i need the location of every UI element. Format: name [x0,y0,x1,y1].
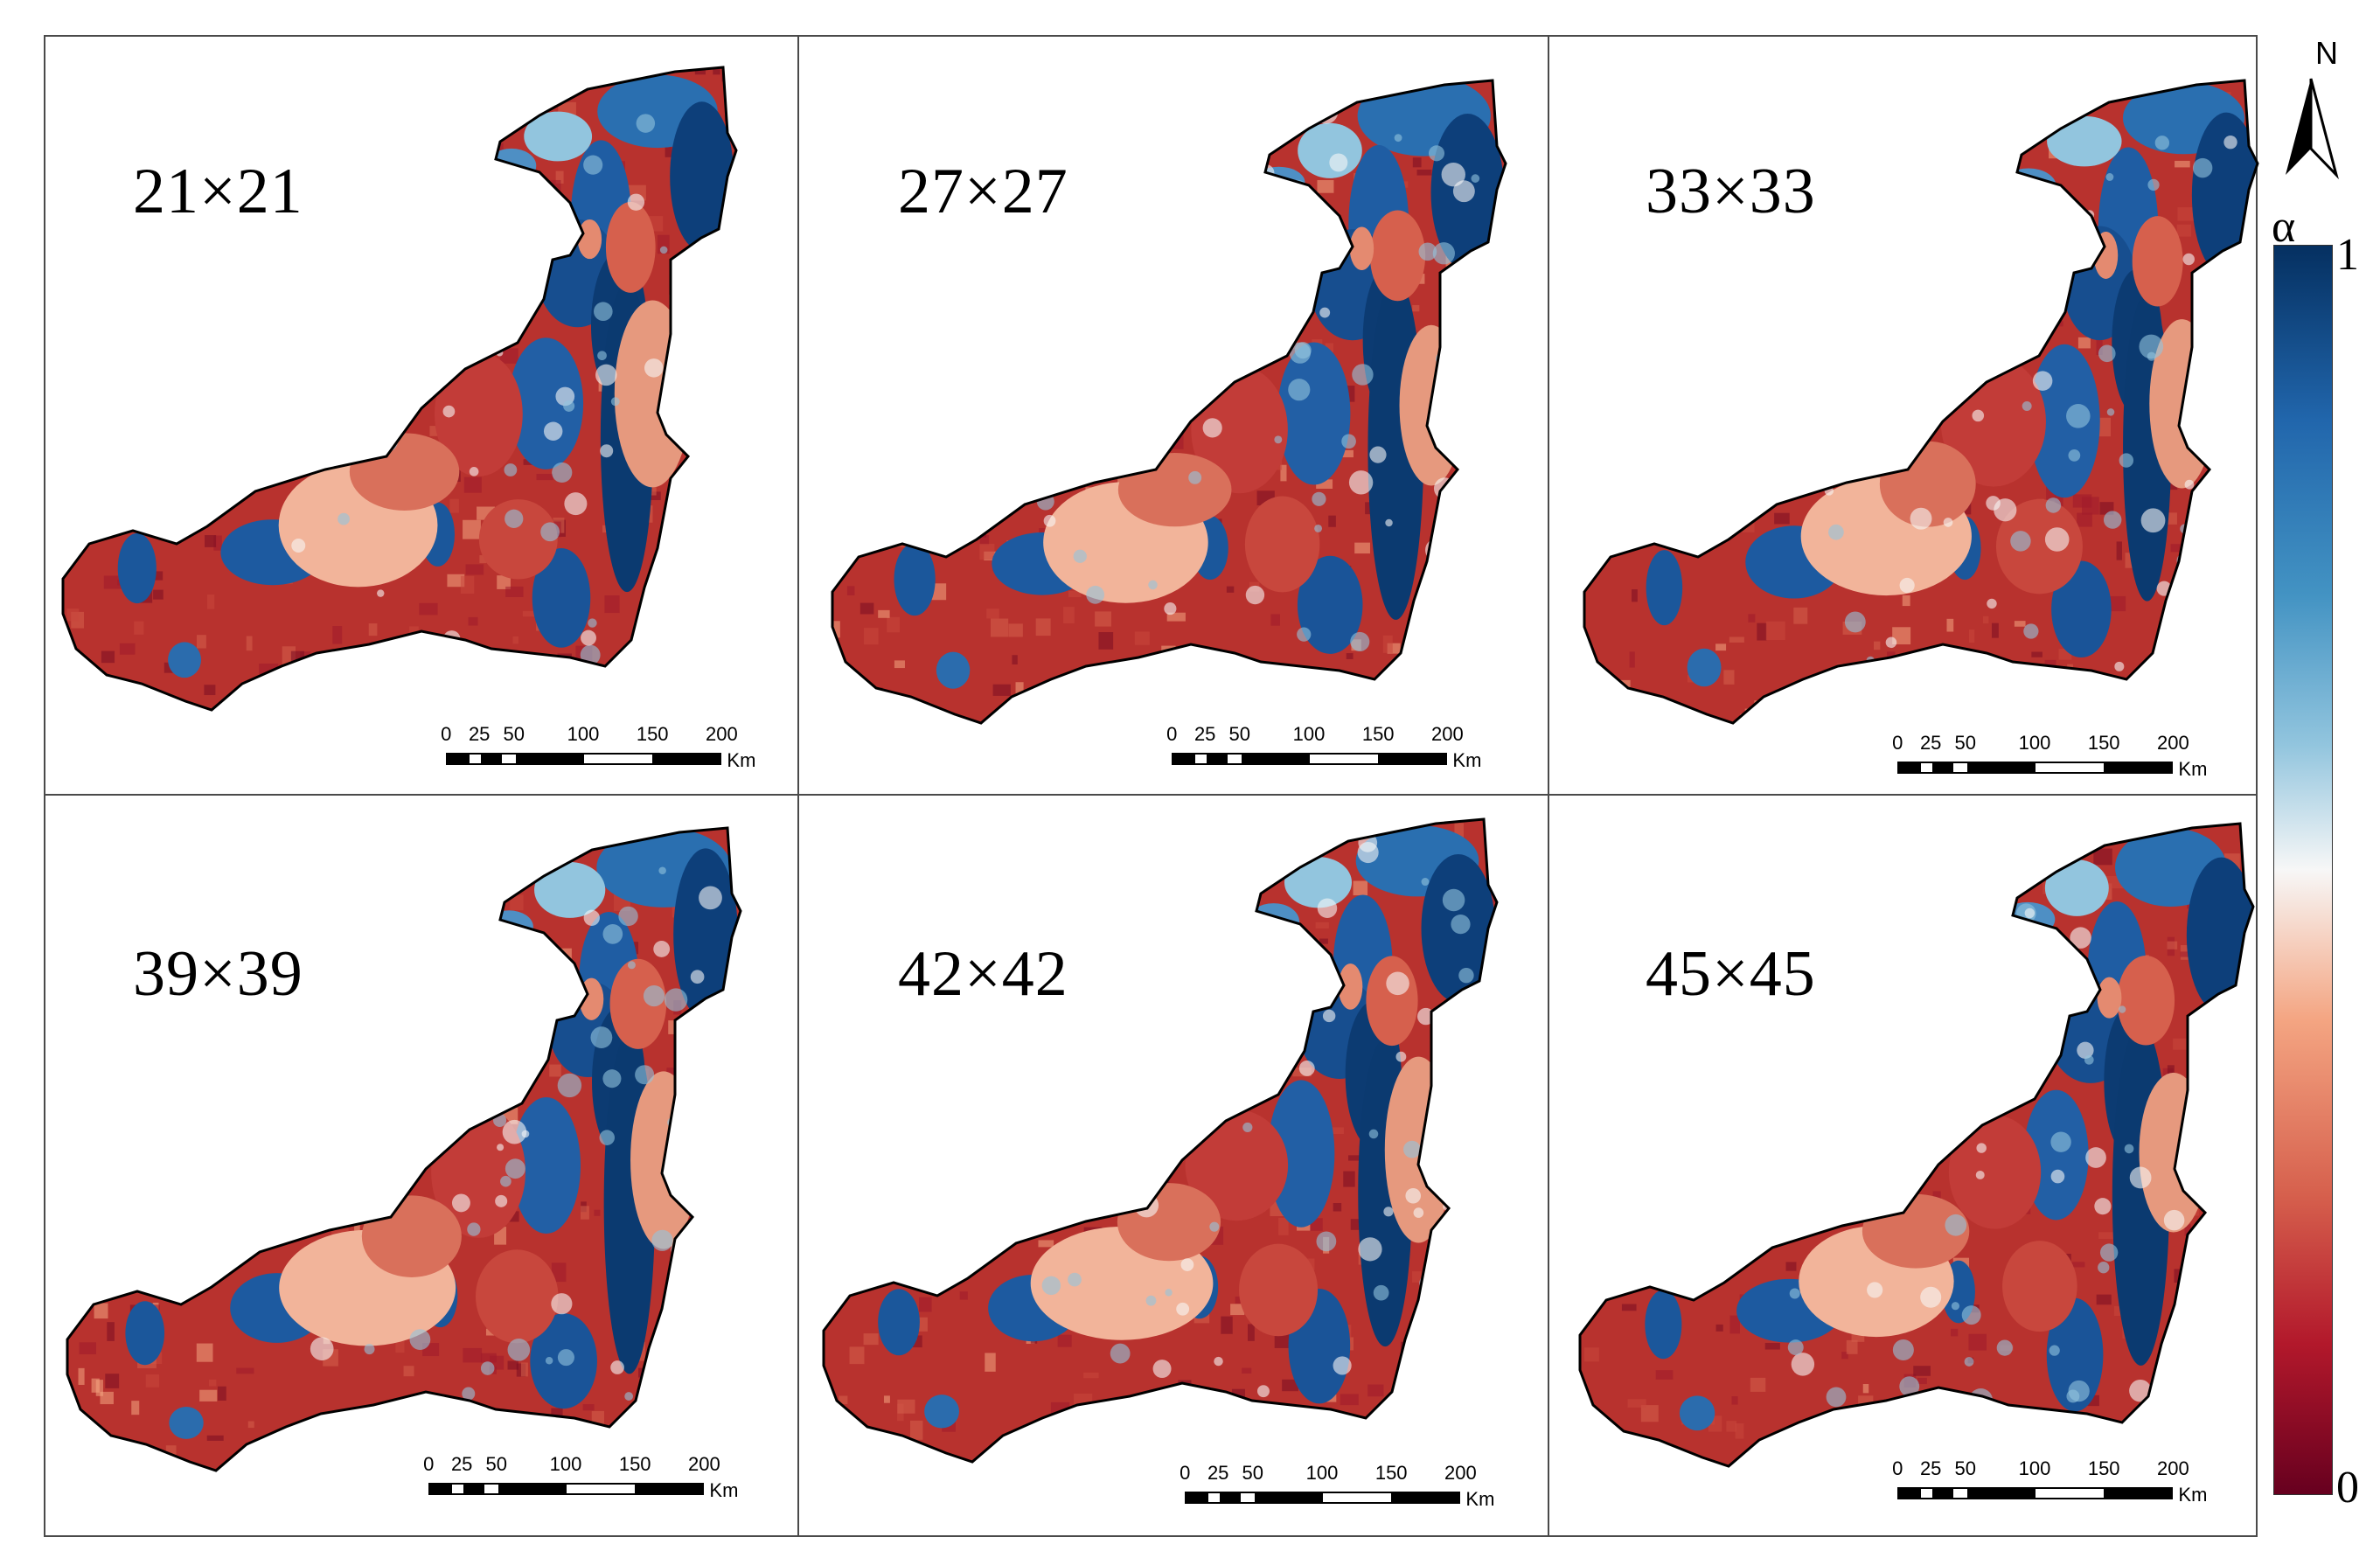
scale-bar-tick-label: 150 [2087,1457,2120,1479]
scale-bar-tick-label: 100 [1305,1462,1339,1484]
scale-bar-tick-label: 100 [2018,732,2051,754]
north-arrow: N [2280,35,2342,192]
alpha-map [1578,822,2255,1468]
scale-bar-tick-label: 50 [1228,723,1251,745]
scale-bar-tick-label: 50 [1954,732,1977,754]
scale-bar-graphic [1185,1492,1461,1504]
scale-bar-graphic [1172,753,1448,765]
scale-bar-tick-label: 150 [636,723,669,745]
north-arrow-icon [2286,78,2339,180]
map-panel: 42×42 0 25 50 100 150 200 Km [797,794,1551,1537]
colorbar [2273,245,2333,1495]
scale-bar: 0 25 50 100 150 200 Km [430,723,762,784]
scale-bar-tick-label: 50 [1242,1462,1264,1484]
scale-bar: 0 25 50 100 150 200 Km [1882,732,2214,793]
scale-bar-unit: Km [1465,1488,1495,1510]
panel-label: 45×45 [1646,938,1816,1010]
scale-bar-tick-label: 0 [1166,723,1178,745]
map-panel: 27×27 0 25 50 100 150 200 Km [797,35,1551,796]
map-panel: 45×45 0 25 50 100 150 200 Km [1548,794,2258,1537]
panel-label: 21×21 [133,156,303,227]
scale-bar-tick-label: 200 [2157,732,2189,754]
scale-bar-tick-label: 0 [1892,1457,1903,1479]
scale-bar: 0 25 50 100 150 200 Km [413,1453,745,1514]
colorbar-min-label: 0 [2336,1463,2359,1513]
panel-label: 42×42 [898,938,1068,1010]
map-panel: 39×39 0 25 50 100 150 200 Km [44,794,800,1537]
scale-bar-tick-label: 200 [1431,723,1464,745]
scale-bar-unit: Km [2178,1484,2208,1506]
alpha-map [61,66,738,712]
scale-bar-tick-label: 150 [618,1453,651,1475]
scale-bar-tick-label: 150 [1374,1462,1408,1484]
alpha-map [822,817,1499,1464]
map-panel: 33×33 0 25 50 100 150 200 Km [1548,35,2259,796]
scale-bar-unit: Km [2178,758,2208,780]
scale-bar-tick-label: 25 [1207,1462,1229,1484]
alpha-map [831,79,1507,725]
scale-bar-tick-label: 0 [1180,1462,1191,1484]
panel-label: 33×33 [1646,156,1816,227]
scale-bar-graphic [1897,762,2174,774]
scale-bar: 0 25 50 100 150 200 Km [1882,1457,2214,1519]
scale-bar-tick-label: 50 [1954,1457,1977,1479]
scale-bar-tick-label: 50 [503,723,525,745]
scale-bar-graphic [1897,1487,2174,1499]
scale-bar-tick-label: 25 [468,723,491,745]
scale-bar: 0 25 50 100 150 200 Km [1169,1462,1501,1523]
scale-bar-tick-label: 0 [441,723,452,745]
north-arrow-label: N [2315,35,2338,71]
scale-bar-unit: Km [709,1479,739,1501]
scale-bar-tick-label: 100 [549,1453,582,1475]
map-panel: 21×21 0 25 50 100 150 200 Km [44,35,800,796]
scale-bar-tick-label: 200 [706,723,738,745]
scale-bar-tick-label: 25 [1193,723,1216,745]
scale-bar-tick-label: 100 [567,723,600,745]
scale-bar-tick-label: 200 [2157,1457,2189,1479]
scale-bar-tick-label: 150 [1361,723,1395,745]
colorbar-title: α [2272,202,2296,252]
alpha-map [1583,79,2259,725]
scale-bar-graphic [446,753,722,765]
scale-bar-tick-label: 25 [450,1453,473,1475]
scale-bar-unit: Km [727,749,756,771]
scale-bar-tick-label: 200 [688,1453,720,1475]
scale-bar-tick-label: 0 [1892,732,1903,754]
alpha-map [66,826,742,1472]
panel-label: 27×27 [898,156,1068,227]
panel-label: 39×39 [133,938,303,1010]
scale-bar-graphic [428,1483,705,1495]
scale-bar-tick-label: 200 [1444,1462,1477,1484]
scale-bar: 0 25 50 100 150 200 Km [1156,723,1488,784]
scale-bar-unit: Km [1452,749,1482,771]
colorbar-max-label: 1 [2336,230,2359,280]
scale-bar-tick-label: 150 [2087,732,2120,754]
scale-bar-tick-label: 25 [1919,1457,1942,1479]
scale-bar-tick-label: 0 [423,1453,435,1475]
scale-bar-tick-label: 100 [2018,1457,2051,1479]
scale-bar-tick-label: 25 [1919,732,1942,754]
scale-bar-tick-label: 50 [485,1453,508,1475]
legend: N α 1 0 [2256,35,2370,1521]
scale-bar-tick-label: 100 [1292,723,1326,745]
